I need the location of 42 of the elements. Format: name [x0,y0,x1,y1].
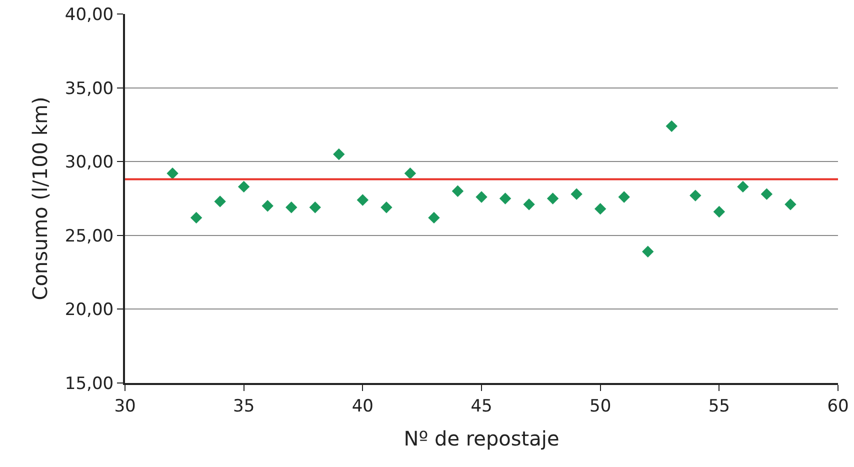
x-tick-label: 60 [827,396,849,416]
y-tick-label: 20,00 [64,300,114,320]
y-tick-label: 30,00 [64,152,114,173]
point [570,188,582,200]
point [666,120,678,132]
point [238,180,250,193]
x-axis-title: Nº de repostaje [404,426,560,450]
point [523,198,535,210]
point [594,202,606,215]
y-tick-label: 25,00 [64,226,114,246]
point [499,192,512,204]
point [546,192,559,204]
point [380,202,392,214]
point [452,185,464,197]
x-tick-label: 35 [233,396,255,416]
point [760,188,773,200]
x-tick-label: 50 [590,396,612,416]
y-axis-title: Consumo (l/100 km) [28,96,52,300]
point [737,180,749,193]
y-tick-label: 35,00 [64,78,114,99]
point [166,168,178,180]
point [309,202,321,214]
point [190,212,202,224]
x-tick-label: 45 [470,396,492,416]
point [784,198,796,210]
x-tick-label: 55 [708,396,730,416]
point [713,206,726,218]
point [286,202,298,214]
y-tick-label: 40,00 [64,4,114,25]
point [404,168,416,180]
point [642,246,654,258]
x-tick-label: 30 [114,396,136,416]
point [476,191,488,203]
x-tick-label: 40 [352,396,374,416]
point [428,212,440,224]
point [356,194,369,206]
point [333,148,345,160]
point [262,200,274,212]
point [618,191,630,203]
point [690,190,702,202]
point [214,196,226,208]
y-tick-label: 15,00 [64,374,114,394]
